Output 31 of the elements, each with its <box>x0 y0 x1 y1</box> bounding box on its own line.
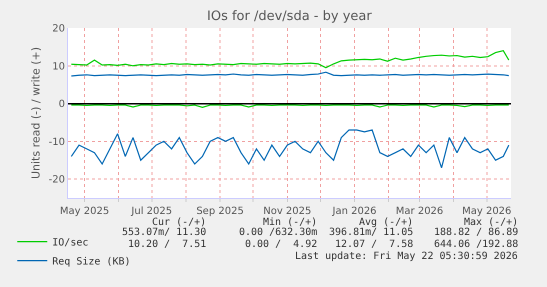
chart-title: IOs for /dev/sda - by year <box>207 9 372 24</box>
text: 188.82 / 86.89 <box>434 227 518 238</box>
x-tick-label: Nov 2025 <box>263 206 312 217</box>
legend-label: IO/sec <box>52 238 88 249</box>
x-tick-label: May 2026 <box>462 206 512 217</box>
text: 12.07 / 7.58 <box>335 239 414 250</box>
text: Max (-/+) <box>464 217 518 228</box>
line-series <box>70 129 510 168</box>
text: 10.20 / 7.51 <box>128 239 206 250</box>
x-tick-label: Sep 2025 <box>196 206 244 217</box>
text: 644.06 /192.88 <box>434 239 518 250</box>
x-tick-label: Mar 2026 <box>396 206 444 217</box>
text: Avg (-/+) <box>359 217 414 228</box>
y-axis-title: Units read (-) / write (+) <box>29 46 42 180</box>
y-tick-label: 20 <box>52 24 65 34</box>
text: Last update: Fri May 22 05:30:59 2026 <box>295 251 518 262</box>
legend-label: Req Size (KB) <box>52 256 131 268</box>
x-tick-label: May 2025 <box>60 206 110 217</box>
y-tick-label: 0 <box>58 99 65 110</box>
line-series <box>70 50 510 68</box>
x-tick-label: Jan 2026 <box>331 206 377 217</box>
text: Min (-/+) <box>263 217 318 228</box>
text: Cur (-/+) <box>152 217 206 228</box>
x-tick-label: Jul 2025 <box>130 206 172 217</box>
text: 0.00 / 4.92 <box>245 239 318 250</box>
text: 396.81m/ 11.05 <box>329 227 414 238</box>
text: 553.07m/ 11.30 <box>122 227 206 238</box>
y-tick-label: -20 <box>48 174 65 186</box>
y-tick-label: 10 <box>52 61 65 72</box>
y-tick-label: -10 <box>48 136 65 148</box>
text: 0.00 /632.30m <box>239 227 318 238</box>
